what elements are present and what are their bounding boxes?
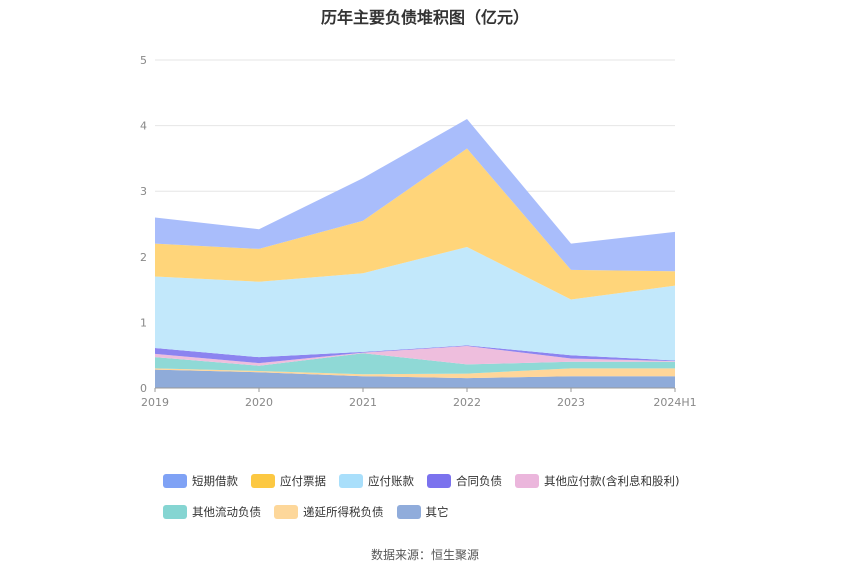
- x-tick-label: 2020: [245, 396, 273, 409]
- x-tick-label: 2023: [557, 396, 585, 409]
- legend-item[interactable]: 其它: [396, 503, 449, 520]
- area-3: [155, 346, 675, 366]
- legend-swatch: [515, 473, 539, 488]
- legend-swatch: [396, 504, 421, 519]
- legend-item[interactable]: 其他流动负债: [163, 503, 261, 520]
- y-tick-label: 2: [140, 251, 147, 264]
- area-series: [155, 119, 675, 388]
- legend-label: 其它: [425, 504, 449, 519]
- legend-swatch: [251, 473, 275, 488]
- legend-item[interactable]: 短期借款: [163, 472, 238, 489]
- legend-item[interactable]: 应付账款: [339, 472, 414, 489]
- y-tick-label: 0: [140, 382, 147, 395]
- legend-label: 其他应付款(含利息和股利): [544, 473, 680, 488]
- legend-swatch: [274, 504, 298, 519]
- legend-item[interactable]: 应付票据: [251, 472, 326, 489]
- area-4: [155, 345, 675, 364]
- x-tick-label: 2022: [453, 396, 481, 409]
- y-tick-label: 1: [140, 316, 147, 329]
- y-tick-label: 3: [140, 185, 147, 198]
- legend-swatch: [339, 473, 363, 488]
- area-5: [155, 246, 675, 361]
- area-1: [155, 368, 675, 379]
- legend-label: 其他流动负债: [192, 504, 261, 519]
- legend: 短期借款 应付票据 应付账款 合同负债 其他应付款(含利息和股利) 其他流动负债 递延所得税…: [163, 472, 723, 520]
- legend-swatch: [427, 473, 451, 488]
- legend-swatch: [163, 504, 187, 519]
- legend-label: 应付票据: [280, 473, 326, 488]
- legend-label: 短期借款: [192, 473, 238, 488]
- legend-item[interactable]: 递延所得税负债: [274, 503, 384, 520]
- legend-swatch: [163, 473, 187, 488]
- legend-label: 应付账款: [368, 473, 414, 488]
- area-6: [155, 148, 675, 300]
- area-7: [155, 119, 675, 272]
- x-tick-label: 2019: [141, 396, 169, 409]
- legend-label: 合同负债: [456, 473, 502, 488]
- area-0: [155, 369, 675, 388]
- x-tick-label: 2024H1: [653, 396, 696, 409]
- legend-item[interactable]: 合同负债: [427, 472, 502, 489]
- y-tick-label: 4: [140, 120, 147, 133]
- legend-label: 递延所得税负债: [303, 504, 384, 519]
- axes: 0 1 2 3 4 5 2019 2020 2021 2022 2023 2024H1: [140, 54, 697, 409]
- data-source: 数据来源：恒生聚源: [370, 548, 479, 562]
- area-2: [155, 353, 675, 375]
- chart-title: 历年主要负债堆积图（亿元）: [320, 8, 529, 27]
- legend-item[interactable]: 其他应付款(含利息和股利): [515, 472, 679, 489]
- x-tick-label: 2021: [349, 396, 377, 409]
- stacked-area-chart: 0 1 2 3 4 5 2019 2020 2021 2022 2023 2024H1: [140, 54, 697, 409]
- y-tick-label: 5: [140, 54, 147, 67]
